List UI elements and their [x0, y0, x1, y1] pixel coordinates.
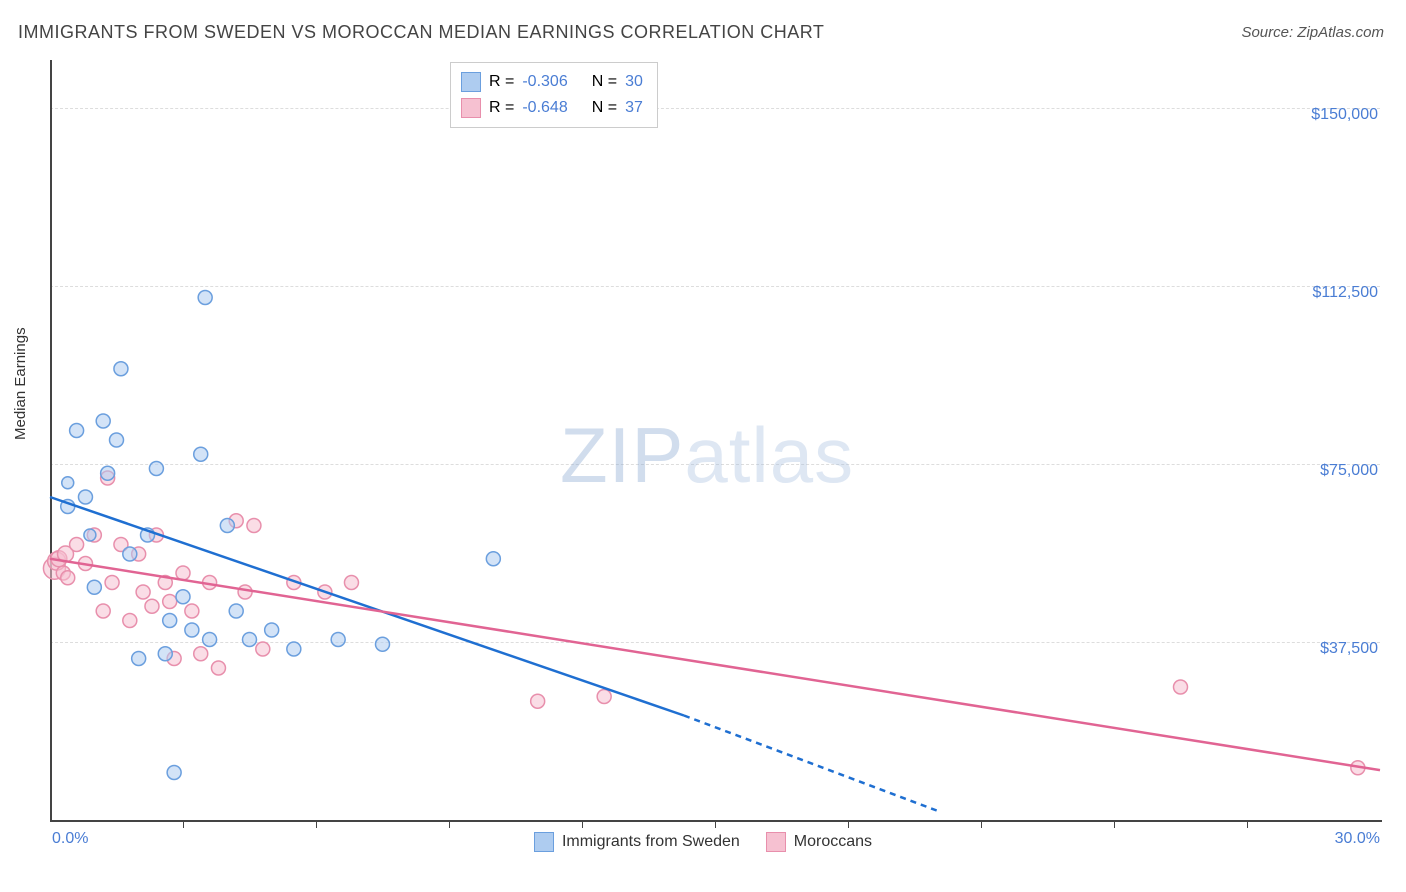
scatter-point: [149, 462, 163, 476]
scatter-point: [114, 362, 128, 376]
scatter-point: [203, 633, 217, 647]
correlation-legend: R = -0.306 N = 30 R = -0.648 N = 37: [450, 62, 658, 128]
legend-swatch-sweden: [461, 72, 481, 92]
series-legend-sweden: Immigrants from Sweden: [534, 832, 740, 852]
scatter-point: [78, 490, 92, 504]
legend-n-value-2: 37: [625, 99, 643, 117]
legend-row-1: R = -0.306 N = 30: [461, 69, 643, 95]
scatter-point: [163, 614, 177, 628]
scatter-point: [265, 623, 279, 637]
scatter-point: [344, 576, 358, 590]
series-legend: Immigrants from Sweden Moroccans: [0, 832, 1406, 852]
scatter-point: [1174, 680, 1188, 694]
scatter-point: [145, 599, 159, 613]
scatter-point: [185, 604, 199, 618]
scatter-point: [132, 652, 146, 666]
legend-n-label-2: N =: [592, 99, 617, 117]
scatter-point: [486, 552, 500, 566]
scatter-point: [136, 585, 150, 599]
x-tick-max: 30.0%: [1335, 830, 1380, 848]
scatter-point: [238, 585, 252, 599]
scatter-point: [176, 590, 190, 604]
scatter-point: [96, 414, 110, 428]
legend-n-label-1: N =: [592, 73, 617, 91]
scatter-plot-svg: [50, 60, 1380, 820]
legend-r-label-2: R =: [489, 99, 514, 117]
legend-swatch-moroccan: [461, 98, 481, 118]
scatter-point: [194, 447, 208, 461]
y-axis-label: Median Earnings: [12, 327, 29, 440]
scatter-point: [70, 424, 84, 438]
scatter-point: [61, 571, 75, 585]
scatter-point: [185, 623, 199, 637]
scatter-point: [531, 694, 545, 708]
scatter-point: [194, 647, 208, 661]
scatter-point: [101, 466, 115, 480]
scatter-point: [597, 690, 611, 704]
trend-line: [50, 559, 1380, 770]
scatter-point: [62, 477, 74, 489]
series-swatch-sweden: [534, 832, 554, 852]
x-tick-min: 0.0%: [52, 830, 88, 848]
source-attribution: Source: ZipAtlas.com: [1241, 24, 1384, 41]
scatter-point: [87, 580, 101, 594]
scatter-point: [198, 291, 212, 305]
series-label-sweden: Immigrants from Sweden: [562, 833, 740, 851]
legend-r-label-1: R =: [489, 73, 514, 91]
scatter-point: [256, 642, 270, 656]
scatter-point: [243, 633, 257, 647]
series-legend-moroccan: Moroccans: [766, 832, 872, 852]
scatter-point: [158, 647, 172, 661]
scatter-point: [287, 642, 301, 656]
scatter-point: [220, 519, 234, 533]
series-swatch-moroccan: [766, 832, 786, 852]
scatter-point: [229, 604, 243, 618]
legend-r-value-2: -0.648: [522, 99, 567, 117]
chart-container: IMMIGRANTS FROM SWEDEN VS MOROCCAN MEDIA…: [0, 0, 1406, 892]
scatter-point: [376, 637, 390, 651]
scatter-point: [70, 538, 84, 552]
legend-n-value-1: 30: [625, 73, 643, 91]
scatter-point: [167, 766, 181, 780]
series-label-moroccan: Moroccans: [794, 833, 872, 851]
scatter-point: [123, 614, 137, 628]
scatter-point: [96, 604, 110, 618]
scatter-point: [105, 576, 119, 590]
scatter-point: [163, 595, 177, 609]
scatter-point: [84, 529, 96, 541]
scatter-point: [211, 661, 225, 675]
legend-row-2: R = -0.648 N = 37: [461, 95, 643, 121]
scatter-point: [247, 519, 261, 533]
scatter-point: [331, 633, 345, 647]
trend-line: [684, 716, 937, 811]
chart-title: IMMIGRANTS FROM SWEDEN VS MOROCCAN MEDIA…: [18, 22, 824, 43]
legend-r-value-1: -0.306: [522, 73, 567, 91]
scatter-point: [123, 547, 137, 561]
scatter-point: [110, 433, 124, 447]
